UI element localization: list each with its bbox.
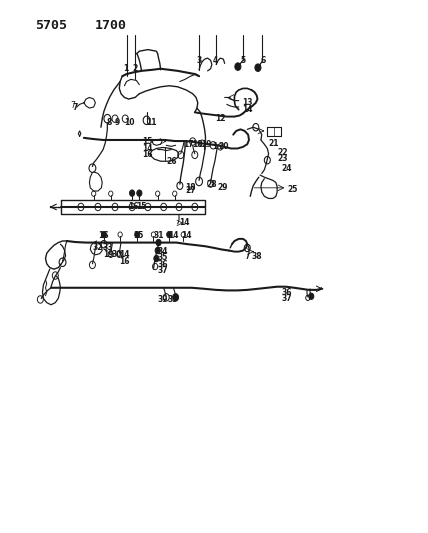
Text: 4: 4 (213, 56, 218, 64)
Circle shape (166, 231, 172, 238)
Text: 33: 33 (102, 244, 113, 253)
Text: 36: 36 (158, 260, 168, 269)
Text: 1700: 1700 (95, 19, 127, 33)
Text: 39: 39 (158, 295, 168, 304)
Circle shape (101, 231, 107, 238)
Text: 1: 1 (124, 64, 129, 73)
Text: 19: 19 (201, 140, 212, 149)
Text: 24: 24 (281, 164, 292, 173)
Text: 36: 36 (281, 287, 292, 296)
Text: 18: 18 (185, 183, 196, 192)
Text: 14: 14 (242, 105, 252, 114)
Text: 15: 15 (137, 203, 147, 212)
Text: 14: 14 (181, 231, 191, 240)
Circle shape (135, 231, 140, 238)
Text: 11: 11 (146, 118, 156, 127)
Text: 14: 14 (119, 251, 130, 260)
Text: 7: 7 (72, 102, 78, 111)
Text: 12: 12 (215, 114, 226, 123)
Text: 32: 32 (92, 244, 103, 253)
Circle shape (309, 293, 314, 300)
Text: 14: 14 (179, 219, 190, 228)
Text: 16: 16 (128, 203, 138, 212)
Text: 7: 7 (71, 101, 75, 110)
Text: 10: 10 (125, 118, 135, 127)
Text: 6: 6 (260, 56, 265, 64)
Text: 3: 3 (196, 56, 201, 64)
Text: 17: 17 (183, 140, 194, 149)
Text: 8: 8 (107, 118, 112, 127)
Text: 19: 19 (103, 251, 113, 260)
Text: 16: 16 (119, 257, 130, 265)
Text: 37: 37 (158, 266, 168, 275)
Text: 28: 28 (206, 180, 217, 189)
Text: 15: 15 (133, 231, 143, 240)
Text: 37: 37 (281, 294, 292, 303)
Text: 34: 34 (158, 247, 168, 256)
Text: 2: 2 (132, 64, 137, 73)
Text: 15: 15 (143, 137, 153, 146)
Text: 16: 16 (98, 231, 108, 240)
Text: 20: 20 (218, 142, 229, 151)
Text: 33: 33 (168, 295, 178, 304)
Text: 5705: 5705 (35, 19, 67, 33)
Text: 16: 16 (143, 150, 153, 159)
Text: 29: 29 (217, 183, 228, 192)
Text: 26: 26 (166, 157, 177, 166)
Text: 14: 14 (143, 144, 153, 153)
Text: 5: 5 (241, 56, 246, 64)
Circle shape (235, 63, 241, 70)
Circle shape (154, 255, 159, 262)
Circle shape (137, 190, 142, 196)
Text: 23: 23 (277, 154, 288, 163)
Circle shape (130, 190, 135, 196)
Circle shape (255, 64, 261, 71)
Text: 1: 1 (212, 142, 217, 151)
Text: 25: 25 (287, 185, 298, 194)
Text: 9: 9 (115, 118, 120, 127)
Text: 22: 22 (277, 148, 288, 157)
Text: 31: 31 (153, 231, 164, 240)
Text: 21: 21 (269, 139, 279, 148)
Text: 13: 13 (242, 98, 252, 107)
Text: 18: 18 (192, 140, 202, 149)
Circle shape (172, 294, 178, 301)
Text: 38: 38 (252, 253, 262, 261)
Text: 30: 30 (112, 251, 122, 260)
Circle shape (156, 239, 161, 246)
Circle shape (155, 247, 160, 254)
Text: 35: 35 (158, 254, 168, 262)
Text: 27: 27 (185, 186, 196, 195)
Text: 14: 14 (168, 231, 178, 240)
